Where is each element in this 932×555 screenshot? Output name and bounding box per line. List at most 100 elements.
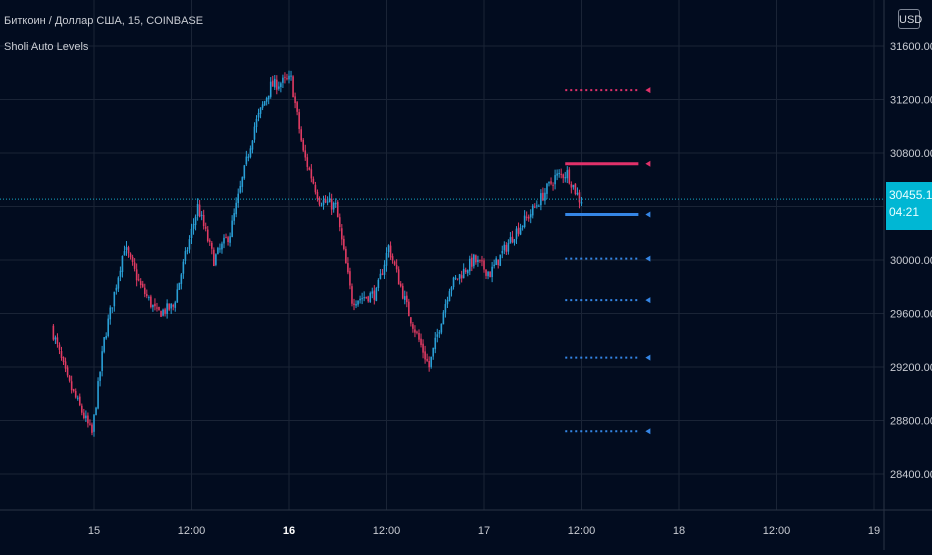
candle-body bbox=[196, 203, 199, 216]
candle-body bbox=[95, 407, 97, 415]
candle-body bbox=[578, 192, 581, 203]
candle-body bbox=[129, 253, 132, 258]
candle-body bbox=[341, 228, 343, 240]
candle-body bbox=[529, 214, 532, 218]
candle-body bbox=[280, 83, 282, 88]
candle-body bbox=[574, 183, 577, 194]
candle-body bbox=[548, 181, 550, 184]
candle-body bbox=[204, 226, 207, 229]
candle-body bbox=[318, 197, 321, 205]
level-marker-icon bbox=[645, 160, 651, 167]
candle-body bbox=[416, 331, 418, 333]
candle-body bbox=[336, 201, 339, 218]
candle-body bbox=[150, 296, 152, 308]
candle-body bbox=[343, 238, 345, 250]
price-tick-label: 30000.00 bbox=[890, 255, 932, 267]
candle-body bbox=[479, 259, 481, 261]
candle-body bbox=[125, 247, 128, 251]
candle-body bbox=[420, 338, 422, 345]
candle-body bbox=[267, 95, 270, 100]
candle-body bbox=[462, 268, 465, 279]
candle-body bbox=[105, 335, 107, 339]
candle-body bbox=[531, 205, 534, 216]
candle-body bbox=[83, 412, 85, 419]
candle-body bbox=[519, 227, 522, 235]
time-tick-label: 12:00 bbox=[373, 525, 401, 537]
candle-body bbox=[284, 76, 286, 78]
indicator-name[interactable]: Sholi Auto Levels bbox=[4, 41, 89, 53]
candle-body bbox=[406, 295, 408, 303]
candle-body bbox=[351, 286, 353, 304]
candle-body bbox=[312, 178, 315, 184]
candle-body bbox=[371, 291, 374, 294]
candle-body bbox=[251, 140, 254, 150]
candle-body bbox=[146, 294, 148, 297]
candle-body bbox=[64, 361, 67, 369]
candle-body bbox=[143, 287, 146, 295]
candle-body bbox=[139, 281, 142, 286]
candle-body bbox=[487, 271, 489, 277]
candle-body bbox=[288, 75, 290, 80]
candle-body bbox=[538, 205, 540, 207]
candle-body bbox=[113, 291, 116, 307]
candle-body bbox=[505, 244, 508, 252]
currency-button[interactable]: USD bbox=[898, 9, 922, 29]
candle-body bbox=[160, 311, 162, 317]
candle-body bbox=[158, 306, 160, 310]
candle-body bbox=[546, 183, 548, 194]
candle-body bbox=[166, 303, 168, 314]
candle-body bbox=[359, 298, 361, 301]
candle-body bbox=[410, 317, 412, 324]
candle-body bbox=[194, 216, 197, 226]
candle-body bbox=[424, 351, 426, 360]
candle-body bbox=[568, 169, 571, 184]
bar-countdown: 04:21 bbox=[889, 205, 920, 219]
candle-body bbox=[434, 337, 437, 350]
candle-body bbox=[324, 199, 327, 203]
candle-body bbox=[499, 254, 502, 266]
candle-body bbox=[385, 252, 388, 266]
candle-body bbox=[180, 274, 183, 284]
candle-body bbox=[450, 287, 453, 291]
candle-body bbox=[412, 324, 414, 329]
candle-body bbox=[168, 303, 170, 310]
candle-body bbox=[485, 269, 487, 276]
candle-body bbox=[328, 198, 331, 203]
candle-body bbox=[198, 204, 201, 217]
candle-body bbox=[52, 325, 55, 340]
candle-body bbox=[298, 112, 300, 129]
level-marker-icon bbox=[645, 211, 651, 218]
candle-body bbox=[56, 337, 59, 344]
candle-body bbox=[186, 250, 189, 252]
candle-body bbox=[123, 251, 126, 256]
candle-body bbox=[282, 77, 284, 83]
price-tick-label: 29600.00 bbox=[890, 309, 932, 321]
candle-body bbox=[253, 126, 256, 140]
candle-body bbox=[338, 217, 341, 228]
candle-body bbox=[483, 260, 485, 270]
candle-body bbox=[444, 304, 447, 313]
candle-body bbox=[68, 375, 71, 381]
candle-body bbox=[314, 184, 317, 193]
candle-body bbox=[241, 177, 244, 187]
candle-body bbox=[387, 245, 390, 253]
candle-body bbox=[430, 356, 432, 367]
candle-body bbox=[393, 261, 396, 265]
candle-body bbox=[302, 139, 305, 151]
candle-body bbox=[491, 266, 493, 277]
candle-body bbox=[357, 300, 359, 305]
candle-body bbox=[133, 262, 136, 269]
candle-body bbox=[74, 390, 77, 398]
time-tick-label: 12:00 bbox=[178, 525, 206, 537]
time-tick-label: 12:00 bbox=[763, 525, 791, 537]
candle-body bbox=[397, 269, 400, 285]
candle-body bbox=[154, 303, 156, 307]
candle-body bbox=[164, 309, 166, 314]
candle-body bbox=[137, 279, 140, 281]
candle-body bbox=[239, 185, 242, 193]
candle-body bbox=[76, 397, 79, 399]
candle-body bbox=[58, 344, 61, 350]
candle-body bbox=[542, 192, 544, 201]
